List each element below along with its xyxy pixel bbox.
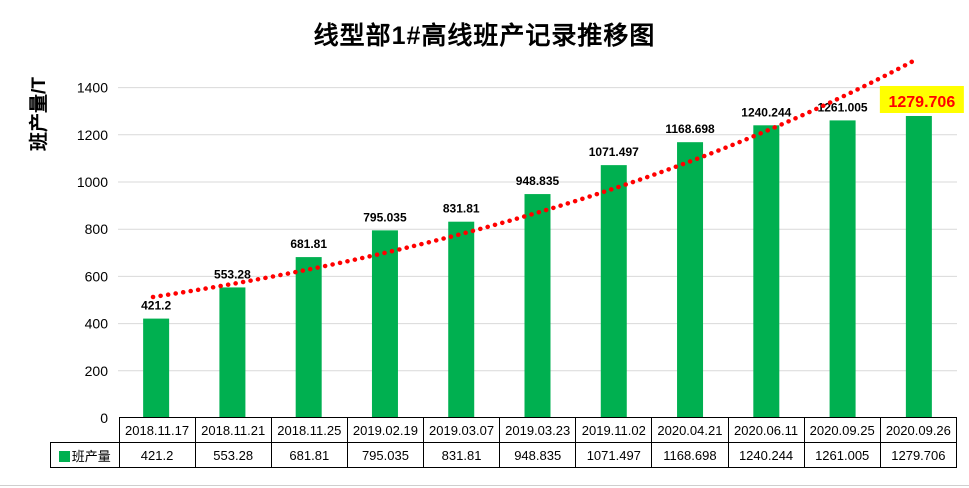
- category-header-cell: 2019.03.23: [499, 417, 577, 443]
- value-cell: 1240.244: [727, 442, 805, 468]
- value-cell: 553.28: [194, 442, 272, 468]
- bar: [677, 142, 704, 419]
- category-header-cell: 2019.03.07: [422, 417, 501, 443]
- y-tick-label: 400: [85, 316, 109, 332]
- bar: [371, 230, 398, 418]
- category-header-cell: 2020.04.21: [651, 417, 729, 443]
- value-cell: 681.81: [270, 442, 348, 468]
- category-header-cell: 2018.11.25: [270, 417, 348, 443]
- y-tick-label: 200: [85, 363, 109, 379]
- value-cell: 1261.005: [803, 442, 881, 468]
- highlight-label-background: [879, 85, 964, 113]
- value-cell: 1279.706: [879, 442, 958, 468]
- legend-series-name: 班产量: [71, 448, 111, 464]
- bar: [753, 125, 780, 418]
- bar-value-label: 1240.244: [741, 105, 791, 119]
- y-tick-label: 800: [85, 221, 109, 237]
- category-header-cell: 2020.09.25: [803, 417, 881, 443]
- bar: [905, 115, 932, 419]
- legend-swatch-icon: [58, 450, 70, 462]
- bar: [829, 120, 856, 418]
- bar: [219, 287, 246, 418]
- value-cell: 948.835: [499, 442, 577, 468]
- table-corner-spacer: [51, 418, 120, 443]
- y-tick-label: 1200: [77, 127, 108, 143]
- chart-title: 线型部1#高线班产记录推移图: [313, 22, 656, 50]
- bar-value-label: 681.81: [290, 237, 327, 251]
- chart-border: [0, 485, 969, 486]
- category-header-cell: 2020.06.11: [727, 417, 805, 443]
- y-tick-label: 1400: [77, 80, 108, 96]
- legend-cell: 班产量: [50, 442, 120, 468]
- bar-value-label: 795.035: [363, 210, 407, 224]
- bar-value-label: 1071.497: [589, 145, 639, 159]
- bar-value-label: 1168.698: [665, 122, 715, 136]
- trendline: [150, 56, 920, 300]
- category-header-cell: 2019.02.19: [346, 417, 425, 443]
- value-cell: 1071.497: [575, 442, 653, 468]
- bar-value-label: 1261.005: [818, 100, 868, 114]
- value-cell: 831.81: [422, 442, 501, 468]
- category-header-cell: 2019.11.02: [575, 417, 653, 443]
- bar: [448, 221, 475, 418]
- bar: [600, 165, 627, 418]
- category-header-cell: 2018.11.17: [118, 417, 196, 443]
- value-cell: 421.2: [118, 442, 196, 468]
- value-cell: 795.035: [346, 442, 425, 468]
- category-header-cell: 2018.11.21: [194, 417, 272, 443]
- bar-value-label: 831.81: [443, 202, 480, 216]
- data-table: 2018.11.17 2018.11.21 2018.11.25 2019.02.19…: [50, 417, 958, 468]
- category-header-cell: 2020.09.26: [879, 417, 958, 443]
- y-tick-label: 600: [85, 268, 109, 284]
- bar: [524, 194, 551, 418]
- bar-value-label: 421.2: [141, 299, 171, 313]
- bar: [143, 318, 170, 418]
- bar: [295, 257, 322, 418]
- y-tick-label: 0: [100, 410, 108, 426]
- bar-value-label: 948.835: [516, 174, 560, 188]
- highlighted-bar-value-label: 1279.706: [888, 94, 955, 111]
- value-cell: 1168.698: [651, 442, 729, 468]
- bar-value-label: 553.28: [214, 267, 251, 281]
- y-tick-label: 1000: [77, 174, 108, 190]
